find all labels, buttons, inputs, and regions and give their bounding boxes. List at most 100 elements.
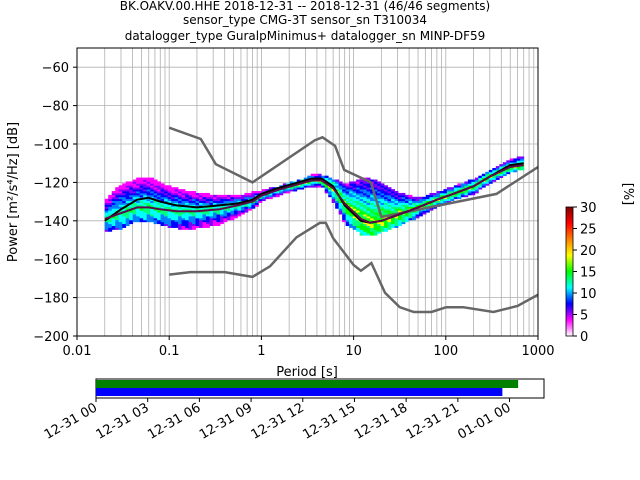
density-cell	[157, 206, 162, 209]
density-cell	[345, 187, 350, 190]
density-cell	[206, 216, 210, 219]
density-cell	[251, 192, 256, 196]
density-cell	[509, 162, 514, 165]
density-cell	[104, 223, 109, 226]
density-cell	[506, 160, 511, 163]
density-cell	[143, 194, 148, 198]
density-cell	[363, 206, 368, 209]
density-cell	[296, 185, 301, 188]
density-cell	[111, 192, 116, 196]
density-cell	[429, 202, 434, 205]
density-cell	[293, 187, 298, 190]
density-cell	[240, 208, 245, 211]
density-cell	[136, 177, 141, 180]
density-cell	[335, 206, 340, 209]
y-axis-label: Power [m²/s⁴/Hz] [dB]	[6, 122, 21, 262]
density-cell	[181, 191, 186, 194]
density-cell	[349, 202, 354, 205]
density-cell	[209, 212, 214, 215]
density-cell	[377, 202, 381, 205]
density-cell	[488, 177, 493, 180]
density-cell	[373, 204, 378, 207]
density-cell	[509, 169, 514, 173]
density-cell	[122, 219, 127, 223]
density-cell	[394, 191, 399, 194]
density-cell	[139, 219, 144, 223]
density-cell	[342, 198, 347, 202]
density-cell	[471, 183, 476, 186]
density-cell	[425, 194, 430, 198]
density-cell	[443, 189, 448, 192]
density-cell	[212, 202, 217, 205]
series-lines	[104, 126, 538, 314]
density-cell	[335, 200, 340, 203]
density-cell	[363, 210, 368, 213]
density-cell	[150, 212, 155, 215]
density-cell	[125, 189, 130, 192]
density-cell	[206, 210, 210, 213]
density-cell	[143, 216, 148, 219]
density-cell	[310, 175, 315, 178]
density-cell	[481, 185, 486, 188]
density-cell	[432, 194, 437, 198]
density-cell	[380, 206, 385, 209]
density-cell	[380, 202, 385, 205]
density-cell	[125, 206, 130, 209]
density-cell	[384, 189, 388, 192]
density-cell	[129, 196, 134, 200]
density-cell	[391, 219, 395, 223]
density-cell	[359, 194, 364, 198]
density-cell	[460, 185, 465, 188]
density-cell	[324, 189, 329, 192]
colorbar-label: [%]	[620, 183, 635, 206]
density-cell	[146, 208, 151, 211]
density-cell	[436, 194, 441, 198]
density-cell	[370, 227, 374, 230]
density-cell	[464, 183, 469, 186]
density-cell	[164, 216, 168, 219]
density-cell	[181, 219, 186, 223]
density-cell	[146, 210, 151, 213]
density-cell	[363, 191, 368, 194]
density-cell	[352, 221, 357, 225]
density-cell	[349, 219, 354, 223]
density-cell	[370, 216, 374, 219]
density-cell	[513, 168, 518, 171]
density-cell	[492, 177, 497, 180]
density-cell	[129, 210, 134, 213]
density-cell	[178, 202, 182, 205]
density-cell	[188, 219, 193, 223]
density-cell	[139, 179, 144, 182]
density-cell	[324, 175, 329, 178]
density-cell	[338, 212, 343, 215]
density-cell	[345, 194, 350, 198]
density-cell	[349, 191, 354, 194]
density-cell	[495, 173, 500, 177]
density-cell	[366, 191, 371, 194]
density-cell	[150, 189, 155, 192]
density-cell	[363, 187, 368, 190]
density-cell	[384, 210, 388, 213]
density-cell	[380, 200, 385, 203]
density-cell	[373, 221, 378, 225]
density-cell	[331, 198, 336, 202]
density-cell	[199, 196, 203, 200]
density-cell	[394, 202, 399, 205]
density-cell	[380, 192, 385, 196]
density-cell	[219, 219, 224, 223]
density-cell	[143, 202, 148, 205]
density-cell	[356, 227, 361, 230]
density-cell	[185, 221, 189, 225]
density-cell	[129, 206, 134, 209]
density-cell	[132, 210, 137, 213]
density-cell	[132, 191, 137, 194]
density-cell	[188, 214, 193, 217]
density-cell	[108, 202, 113, 205]
density-cell	[363, 216, 368, 219]
density-cell	[125, 217, 130, 221]
density-cell	[132, 185, 137, 188]
density-cell	[174, 219, 179, 223]
density-cell	[244, 206, 249, 209]
density-cell	[164, 191, 168, 194]
density-cell	[174, 216, 179, 219]
